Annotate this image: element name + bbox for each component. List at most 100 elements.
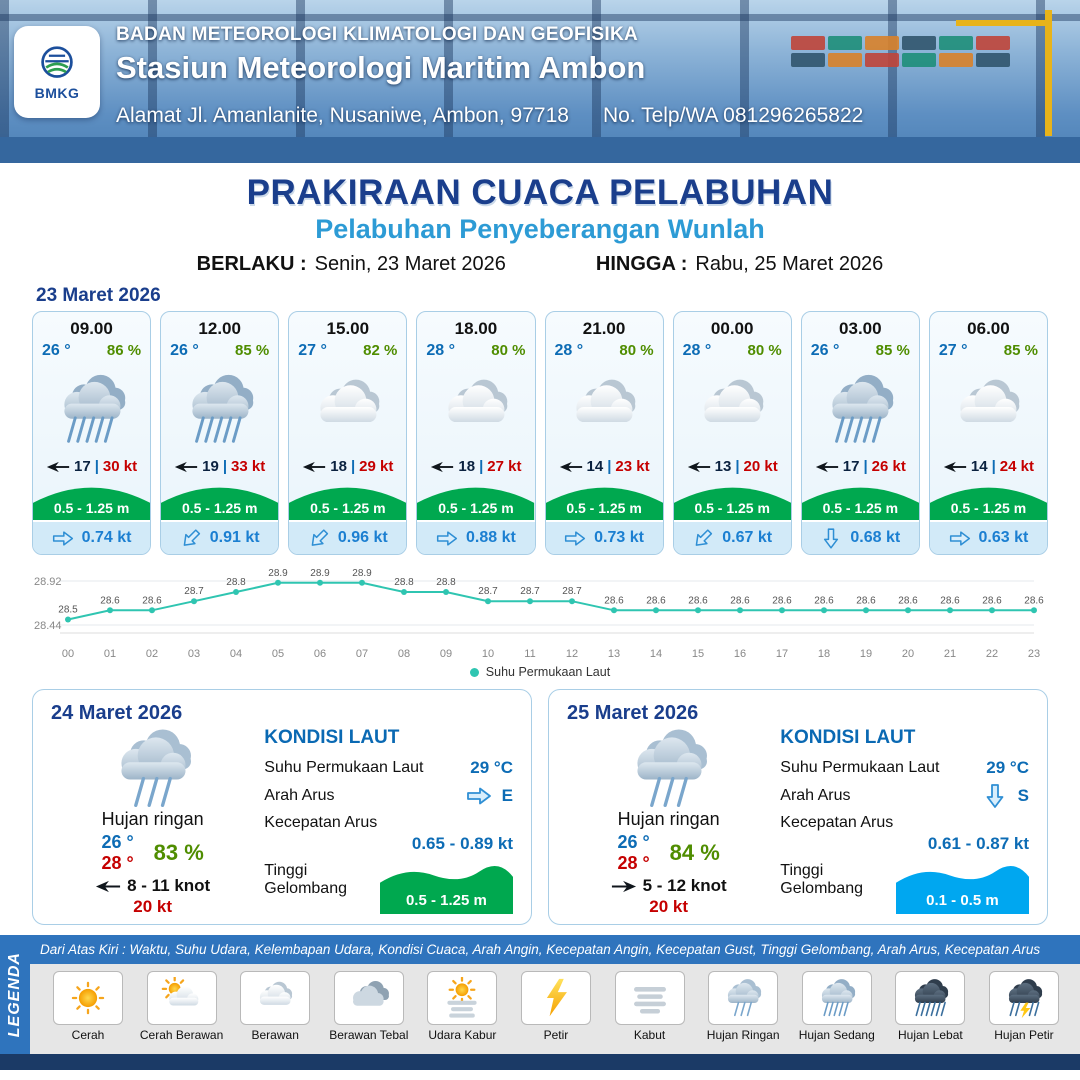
air-temperature: 27 °: [938, 342, 968, 359]
gust-speed: 23 kt: [615, 458, 650, 475]
wave-height-band: 0.5 - 1.25 m: [801, 480, 919, 520]
legend-weather-icon: [252, 977, 298, 1019]
svg-text:28.6: 28.6: [898, 595, 918, 606]
legend-weather-icon: [907, 977, 953, 1019]
legend-item: Hujan Ringan: [699, 971, 787, 1054]
svg-text:28.6: 28.6: [940, 595, 960, 606]
gust-speed: 26 kt: [871, 458, 906, 475]
humidity: 85 %: [235, 342, 270, 359]
legend-note-text: Dari Atas Kiri : Waktu, Suhu Udara, Kele…: [40, 942, 1041, 957]
wind-direction-icon: [46, 461, 70, 473]
air-temperature: 26 °: [810, 342, 840, 359]
legend-label: Hujan Sedang: [798, 1028, 875, 1042]
legend-label: Berawan Tebal: [329, 1028, 409, 1042]
day-forecast-card: 25 Maret 2026 Hujan ringan 26 ° 28 ° 84 …: [548, 689, 1048, 925]
wind-speed: 13: [714, 458, 732, 475]
daily-forecast-row: 24 Maret 2026 Hujan ringan 26 ° 28 ° 83 …: [0, 681, 1080, 925]
separator: |: [222, 458, 228, 475]
legend-icon-card: [333, 971, 404, 1025]
forecast-card: 06.00 27 ° 85 % 14 | 24 kt 0.5 - 1.25 m …: [928, 311, 1048, 555]
current-row: 0.96 kt: [289, 520, 407, 554]
wave-height-value: 0.1 - 0.5 m: [926, 892, 999, 909]
wave-shape-icon: [379, 866, 513, 914]
svg-text:28.8: 28.8: [394, 577, 414, 588]
wind-speed: 18: [330, 458, 347, 475]
legend-item: Cerah: [44, 971, 132, 1054]
legend-label: Berawan: [251, 1028, 299, 1042]
svg-text:10: 10: [482, 648, 494, 660]
svg-text:04: 04: [230, 648, 242, 660]
current-direction-icon: [949, 530, 971, 547]
current-row: 0.67 kt: [673, 520, 791, 554]
weather-icon: [289, 360, 406, 458]
wave-height-value: 0.5 - 1.25 m: [310, 500, 386, 516]
current-speed-value: 0.65 - 0.89 kt: [411, 834, 513, 853]
humidity: 80 %: [747, 342, 782, 359]
svg-text:28.6: 28.6: [604, 595, 624, 606]
legend-icon-card: [988, 971, 1059, 1025]
legend-item: Berawan: [231, 971, 319, 1054]
svg-text:28.5: 28.5: [58, 605, 78, 616]
legend-item: Petir: [512, 971, 600, 1054]
wind-speed: 14: [586, 458, 604, 475]
svg-text:28.8: 28.8: [436, 577, 456, 588]
wave-height-value: 0.5 - 1.25 m: [822, 500, 899, 516]
svg-text:18: 18: [818, 648, 830, 660]
day-weather-icon: [621, 725, 717, 813]
separator: |: [735, 458, 740, 475]
legend-weather-icon: [720, 977, 766, 1019]
svg-text:11: 11: [524, 648, 535, 660]
wave-height-value: 0.5 - 1.25 m: [950, 500, 1027, 516]
current-row: 0.91 kt: [161, 520, 279, 554]
current-direction-icon: [564, 530, 586, 547]
legend-weather-icon: [814, 977, 860, 1019]
wind-row: 14 | 23 kt: [546, 458, 663, 480]
svg-text:20: 20: [902, 648, 914, 660]
humidity: 86 %: [106, 342, 142, 359]
header: BMKG BADAN METEOROLOGI KLIMATOLOGI DAN G…: [0, 0, 1080, 163]
wave-shape-icon: [161, 487, 279, 520]
forecast-card: 00.00 28 ° 80 % 13 | 20 kt 0.5 - 1.25 m …: [672, 311, 792, 555]
wave-height-value: 0.5 - 1.25 m: [181, 500, 258, 516]
legend-icon-card: [614, 971, 685, 1025]
weather-icon: [802, 360, 919, 458]
wind-direction-icon: [174, 461, 198, 473]
day-wind-row: 5 - 12 knot: [611, 876, 727, 896]
legenda-sidebar: LEGENDA: [0, 935, 30, 1054]
crane-arm-illustration: [956, 20, 1052, 26]
svg-text:17: 17: [776, 648, 788, 660]
forecast-date-label: 23 Maret 2026: [36, 285, 161, 306]
wave-height-label: Tinggi Gelombang: [780, 862, 863, 897]
svg-text:02: 02: [146, 648, 158, 660]
svg-text:28.6: 28.6: [688, 595, 708, 606]
gust-speed: 33 kt: [231, 458, 266, 475]
forecast-card: 15.00 27 ° 82 % 18 | 29 kt 0.5 - 1.25 m …: [288, 311, 408, 555]
wind-direction-icon: [687, 461, 711, 473]
wave-height-label: Tinggi Gelombang: [264, 862, 347, 897]
forecast-time: 06.00: [967, 319, 1010, 338]
day-wind-speed: 8 - 11 knot: [127, 876, 211, 895]
station-name: Stasiun Meteorologi Maritim Ambon: [116, 50, 646, 85]
valid-until-value: Rabu, 25 Maret 2026: [695, 253, 884, 275]
chart-legend-label: Suhu Permukaan Laut: [485, 665, 611, 679]
weather-icon: [161, 360, 278, 458]
wind-row: 19 | 33 kt: [161, 458, 278, 480]
day-condition: Hujan ringan: [617, 809, 720, 829]
footer-strip: [0, 1054, 1080, 1070]
day-temp-min: 26 °: [101, 832, 134, 852]
wave-shape-icon: [673, 487, 791, 520]
current-speed-value: 0.61 - 0.87 kt: [927, 834, 1029, 853]
wind-speed: 14: [970, 458, 988, 475]
forecast-card: 12.00 26 ° 85 % 19 | 33 kt 0.5 - 1.25 m …: [160, 311, 280, 555]
wind-speed: 19: [202, 458, 219, 475]
wind-speed: 18: [458, 458, 476, 475]
gust-speed: 24 kt: [999, 458, 1034, 475]
title-section: PRAKIRAAN CUACA PELABUHAN Pelabuhan Peny…: [0, 163, 1080, 283]
wind-speed: 17: [842, 458, 860, 475]
hourly-forecast-section: 23 Maret 2026 09.00 26 ° 86 % 17 | 30 kt…: [0, 285, 1080, 555]
weather-icon: [33, 360, 150, 458]
legend-section: LEGENDA Dari Atas Kiri : Waktu, Suhu Uda…: [0, 935, 1080, 1070]
window-frame-illustration: [0, 14, 1080, 21]
legend-weather-icon: [65, 977, 111, 1019]
day-temp-max: 28 °: [617, 853, 650, 873]
